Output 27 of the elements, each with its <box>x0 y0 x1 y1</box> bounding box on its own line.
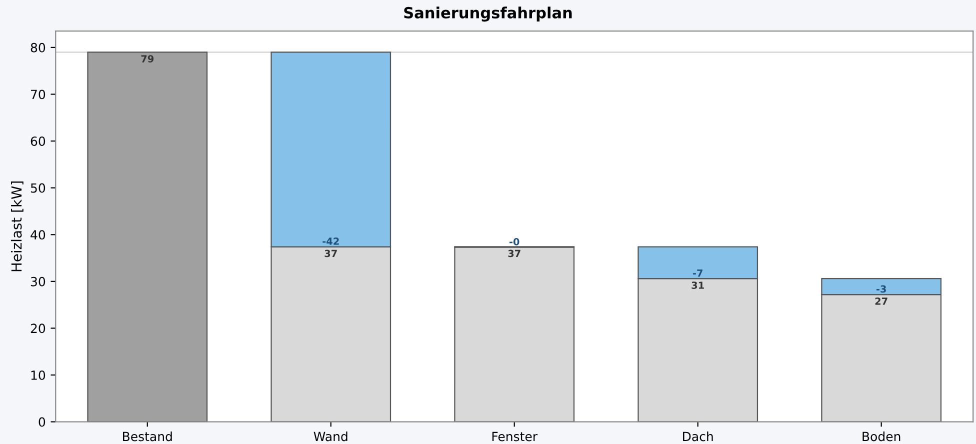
y-tick-label: 80 <box>30 42 46 52</box>
x-tick-label: Fenster <box>492 432 538 442</box>
data-label: -0 <box>509 238 520 246</box>
x-tick-label: Wand <box>314 432 348 442</box>
bar <box>454 246 575 422</box>
data-label: 27 <box>875 298 888 305</box>
data-label: 31 <box>692 282 704 289</box>
y-tick-label: 50 <box>30 183 46 193</box>
y-tick-label: 30 <box>30 276 46 286</box>
y-axis-title: Heizlast [kW] <box>11 182 24 272</box>
x-tick-label: Boden <box>862 432 900 442</box>
y-tick-label: 60 <box>30 136 46 146</box>
y-tick-label: 10 <box>31 370 46 380</box>
y-tick-label: 40 <box>30 230 46 240</box>
data-label: -3 <box>876 285 886 293</box>
chart-title: Sanierungsfahrplan <box>404 6 572 22</box>
data-label: -7 <box>692 270 702 277</box>
data-label: 79 <box>141 55 154 62</box>
y-tick-label: 0 <box>38 417 46 427</box>
data-label: -42 <box>322 238 339 245</box>
y-tick-label: 20 <box>30 324 46 334</box>
x-tick-label: Dach <box>683 432 713 442</box>
x-tick-label: Bestand <box>123 432 172 442</box>
bar <box>87 52 208 422</box>
data-label: 37 <box>508 250 520 258</box>
y-tick-label: 70 <box>31 90 46 100</box>
data-label: 37 <box>324 250 337 258</box>
